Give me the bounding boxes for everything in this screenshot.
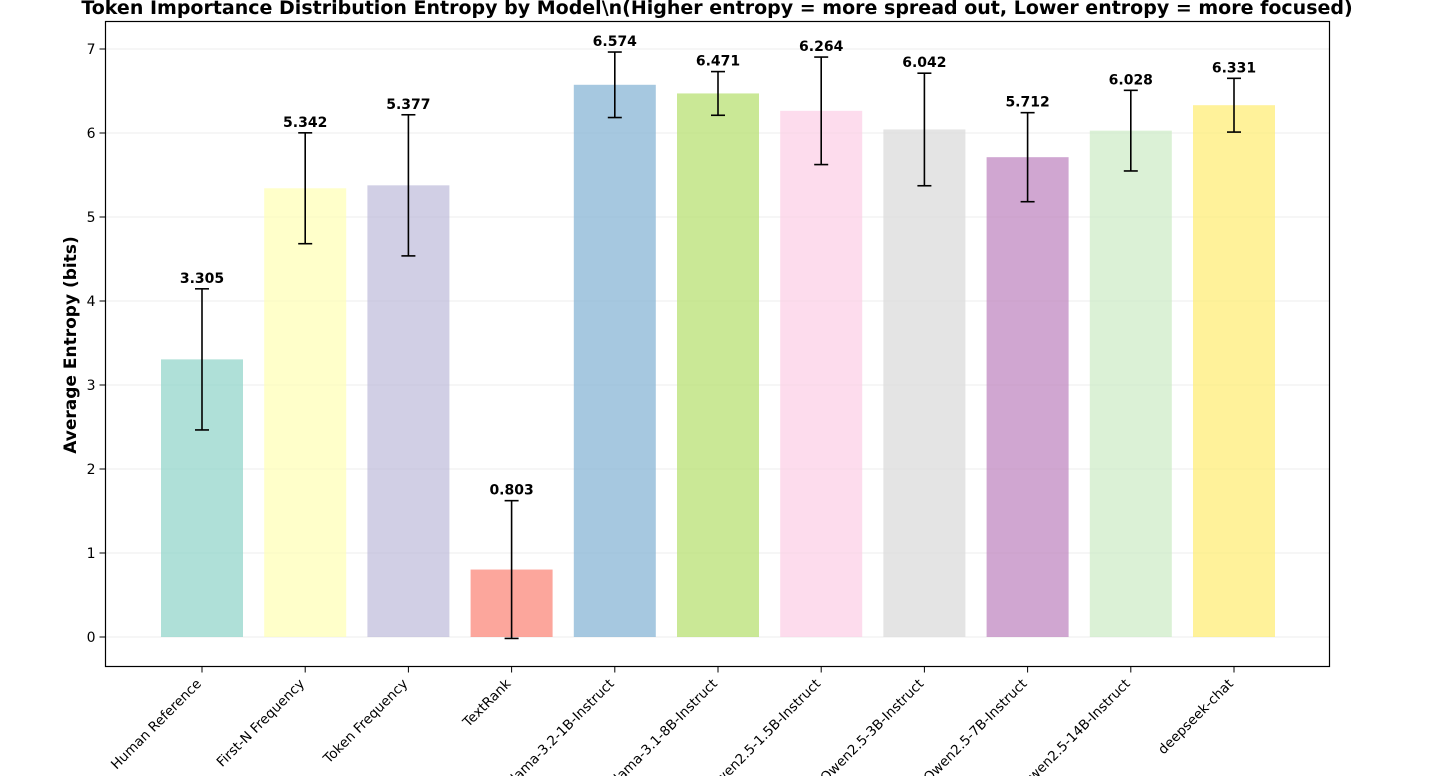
bar-4 [573, 84, 656, 637]
bar-7 [883, 129, 966, 638]
x-tick-label-10: deepseek-chat [1155, 676, 1237, 758]
bar-6 [780, 110, 863, 638]
error-bar-1 [298, 132, 313, 245]
error-bar-10 [1227, 77, 1241, 133]
value-label-2: 5.377 [386, 97, 430, 113]
value-label-7: 6.042 [902, 55, 946, 71]
bar-1 [264, 188, 347, 637]
bar-8 [986, 157, 1069, 637]
y-tick-label-3: 3 [87, 378, 96, 394]
value-label-6: 6.264 [799, 39, 844, 55]
error-bar-2 [401, 113, 416, 257]
x-tick-label-6: Qwen2.5-1.5B-Instruct [705, 676, 824, 776]
value-label-9: 6.028 [1109, 72, 1153, 88]
y-tick-label-1: 1 [87, 546, 96, 562]
error-bar-6 [814, 56, 829, 166]
value-label-4: 6.574 [593, 34, 638, 50]
x-tick-label-9: Qwen2.5-14B-Instruct [1018, 676, 1134, 776]
x-tick-label-7: Qwen2.5-3B-Instruct [817, 676, 927, 776]
error-bar-3 [504, 499, 519, 640]
bar-5 [677, 93, 759, 638]
error-bar-5 [711, 70, 725, 117]
x-tick-label-0: Human Reference [108, 676, 205, 773]
value-label-1: 5.342 [283, 115, 327, 131]
y-axis-ticks: 0 1 2 3 4 5 6 7 [87, 42, 106, 646]
bar-10 [1193, 105, 1275, 638]
bars [161, 84, 1275, 638]
y-axis-label: Average Entropy (bits) [61, 236, 81, 454]
bar-9 [1089, 130, 1172, 637]
y-tick-label-0: 0 [87, 630, 96, 646]
y-tick-label-2: 2 [87, 462, 96, 478]
x-tick-label-3: TextRank [459, 676, 514, 731]
bar-2 [367, 185, 450, 637]
value-label-3: 0.803 [489, 483, 533, 499]
value-label-0: 3.305 [180, 271, 224, 287]
error-bar-0 [195, 288, 209, 431]
value-label-10: 6.331 [1212, 60, 1256, 76]
y-tick-label-5: 5 [87, 210, 96, 226]
error-bar-8 [1020, 111, 1035, 203]
x-tick-label-2: Token Frequency [320, 676, 412, 768]
value-labels: 3.305 5.342 5.377 0.803 6.574 6.471 6.264 6.042… [180, 34, 1256, 499]
y-tick-label-4: 4 [87, 294, 96, 310]
error-bars [195, 51, 1241, 640]
x-tick-label-8: Qwen2.5-7B-Instruct [921, 676, 1031, 776]
y-tick-label-7: 7 [87, 42, 96, 58]
chart-title: Token Importance Distribution Entropy by… [81, 0, 1352, 19]
x-tick-label-1: First-N Frequency [214, 676, 308, 770]
error-bar-4 [607, 51, 622, 119]
x-tick-label-5: Llama-3.1-8B-Instruct [606, 676, 721, 776]
value-label-5: 6.471 [696, 54, 740, 70]
y-tick-label-6: 6 [87, 126, 96, 142]
error-bar-9 [1123, 89, 1138, 172]
value-label-8: 5.712 [1005, 95, 1049, 111]
x-tick-label-4: Llama-3.2-1B-Instruct [503, 676, 618, 776]
x-axis-ticks: Human Reference First-N Frequency Token Fr… [108, 666, 1237, 776]
error-bar-7 [917, 72, 932, 187]
